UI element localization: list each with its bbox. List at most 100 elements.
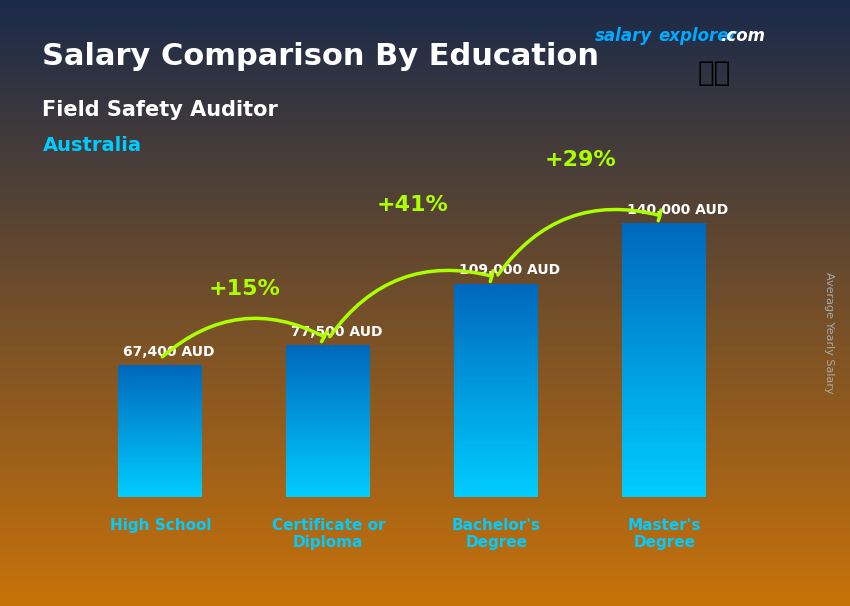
- Bar: [622, 415, 706, 420]
- Bar: [286, 485, 371, 488]
- Bar: [622, 382, 706, 387]
- Bar: [118, 368, 202, 370]
- Bar: [622, 305, 706, 311]
- Bar: [286, 439, 371, 442]
- Bar: [286, 461, 371, 464]
- Bar: [286, 488, 371, 491]
- Bar: [118, 418, 202, 421]
- Bar: [286, 494, 371, 497]
- Bar: [118, 462, 202, 465]
- Bar: [454, 411, 538, 416]
- Bar: [454, 476, 538, 480]
- Bar: [118, 476, 202, 479]
- Bar: [622, 344, 706, 349]
- Bar: [118, 494, 202, 497]
- Bar: [118, 487, 202, 489]
- Bar: [454, 386, 538, 390]
- Bar: [454, 450, 538, 454]
- Bar: [622, 250, 706, 256]
- Bar: [622, 404, 706, 409]
- Bar: [454, 348, 538, 352]
- Bar: [622, 475, 706, 481]
- Bar: [118, 458, 202, 460]
- Bar: [118, 428, 202, 431]
- Bar: [286, 476, 371, 479]
- Bar: [622, 420, 706, 425]
- Bar: [622, 448, 706, 453]
- Bar: [286, 345, 371, 348]
- Bar: [454, 356, 538, 361]
- Bar: [286, 415, 371, 418]
- Bar: [454, 437, 538, 441]
- Bar: [286, 379, 371, 382]
- Bar: [454, 309, 538, 313]
- Bar: [118, 491, 202, 494]
- Bar: [454, 454, 538, 459]
- Bar: [118, 370, 202, 373]
- Bar: [286, 373, 371, 376]
- Bar: [118, 407, 202, 410]
- Bar: [454, 395, 538, 399]
- Bar: [118, 399, 202, 402]
- Bar: [622, 376, 706, 382]
- Bar: [118, 434, 202, 436]
- Bar: [286, 479, 371, 482]
- Bar: [286, 364, 371, 367]
- Bar: [454, 344, 538, 348]
- Bar: [286, 382, 371, 385]
- Bar: [454, 292, 538, 296]
- Text: +15%: +15%: [208, 279, 280, 299]
- Bar: [118, 397, 202, 399]
- Bar: [454, 322, 538, 326]
- Bar: [622, 464, 706, 470]
- Bar: [118, 388, 202, 391]
- Bar: [286, 430, 371, 433]
- Bar: [454, 407, 538, 411]
- Bar: [286, 400, 371, 403]
- Bar: [622, 223, 706, 228]
- Bar: [454, 365, 538, 369]
- Bar: [118, 484, 202, 487]
- Bar: [454, 301, 538, 305]
- Bar: [286, 348, 371, 351]
- Bar: [286, 473, 371, 476]
- Bar: [118, 431, 202, 434]
- Bar: [286, 376, 371, 379]
- Bar: [118, 415, 202, 418]
- Bar: [622, 299, 706, 305]
- Text: Australia: Australia: [42, 136, 141, 155]
- Bar: [622, 261, 706, 267]
- Bar: [454, 305, 538, 309]
- Bar: [118, 410, 202, 413]
- Bar: [454, 488, 538, 493]
- Bar: [118, 381, 202, 384]
- Bar: [286, 418, 371, 421]
- Bar: [118, 384, 202, 386]
- Bar: [622, 387, 706, 393]
- Bar: [454, 296, 538, 301]
- Bar: [118, 394, 202, 397]
- Bar: [118, 479, 202, 481]
- Bar: [622, 294, 706, 299]
- Bar: [118, 444, 202, 447]
- Bar: [118, 468, 202, 470]
- Bar: [622, 442, 706, 448]
- Bar: [454, 471, 538, 476]
- Bar: [118, 391, 202, 394]
- Bar: [118, 405, 202, 407]
- Bar: [622, 437, 706, 442]
- Bar: [622, 425, 706, 431]
- Bar: [118, 450, 202, 452]
- Bar: [286, 433, 371, 436]
- Bar: [286, 448, 371, 451]
- Bar: [622, 365, 706, 371]
- Bar: [286, 412, 371, 415]
- Bar: [454, 446, 538, 450]
- Bar: [118, 442, 202, 444]
- Bar: [286, 424, 371, 427]
- Bar: [622, 491, 706, 497]
- Bar: [622, 245, 706, 250]
- Bar: [118, 365, 202, 368]
- Bar: [286, 458, 371, 461]
- Bar: [118, 447, 202, 450]
